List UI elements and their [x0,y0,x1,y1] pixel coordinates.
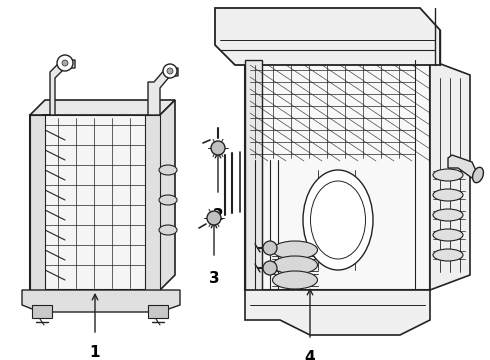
Text: 4: 4 [305,350,315,360]
Polygon shape [245,290,430,335]
Ellipse shape [472,167,484,183]
Circle shape [163,64,177,78]
Circle shape [167,68,173,74]
Polygon shape [22,290,180,312]
Polygon shape [145,115,160,290]
Ellipse shape [433,249,463,261]
Polygon shape [148,68,178,115]
Polygon shape [30,100,175,115]
Polygon shape [245,60,430,290]
Polygon shape [42,60,75,115]
Ellipse shape [159,195,177,205]
Ellipse shape [433,209,463,221]
Text: 2: 2 [213,208,223,223]
Ellipse shape [433,169,463,181]
Ellipse shape [159,165,177,175]
Polygon shape [160,100,175,290]
Ellipse shape [433,189,463,201]
Circle shape [57,55,73,71]
Ellipse shape [159,225,177,235]
Circle shape [263,261,277,275]
Text: 1: 1 [90,345,100,360]
Polygon shape [148,305,168,318]
Circle shape [211,141,225,155]
Text: 3: 3 [209,271,220,286]
Polygon shape [30,115,45,290]
Polygon shape [30,115,160,290]
Ellipse shape [433,229,463,241]
Ellipse shape [272,271,318,289]
Circle shape [207,211,221,225]
Polygon shape [32,305,52,318]
Ellipse shape [311,181,366,259]
Circle shape [263,241,277,255]
Polygon shape [245,60,262,290]
Polygon shape [430,60,470,290]
Ellipse shape [272,241,318,259]
Ellipse shape [272,256,318,274]
Polygon shape [215,8,440,65]
Circle shape [62,60,68,66]
Polygon shape [448,155,478,178]
Ellipse shape [303,170,373,270]
